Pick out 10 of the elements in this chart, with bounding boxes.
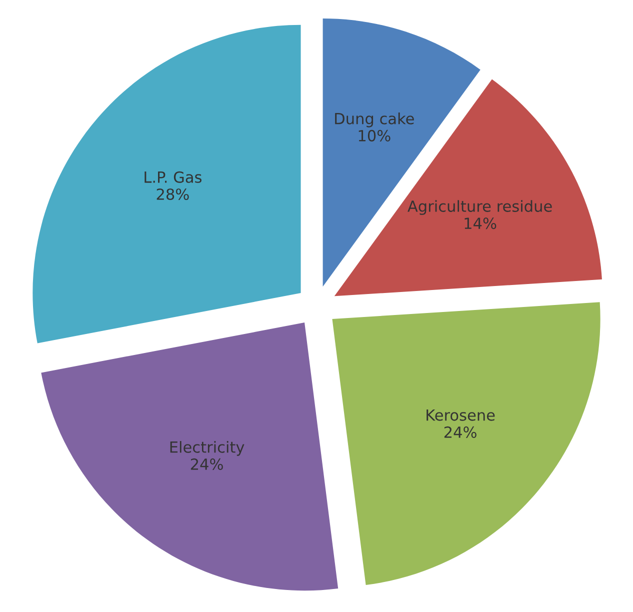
slice-label: Kerosene bbox=[426, 409, 495, 421]
data-label: 10% bbox=[358, 130, 390, 142]
slice-label: Agriculture residue bbox=[408, 200, 552, 215]
data-label: 28% bbox=[156, 188, 189, 200]
slice-label: L.P. Gas bbox=[144, 171, 202, 183]
data-label: 24% bbox=[190, 458, 223, 470]
data-label: 14% bbox=[464, 218, 496, 230]
data-label: 24% bbox=[444, 426, 476, 438]
slice-label: Dung cake bbox=[335, 112, 414, 128]
slice-label: Electricity bbox=[170, 441, 244, 456]
